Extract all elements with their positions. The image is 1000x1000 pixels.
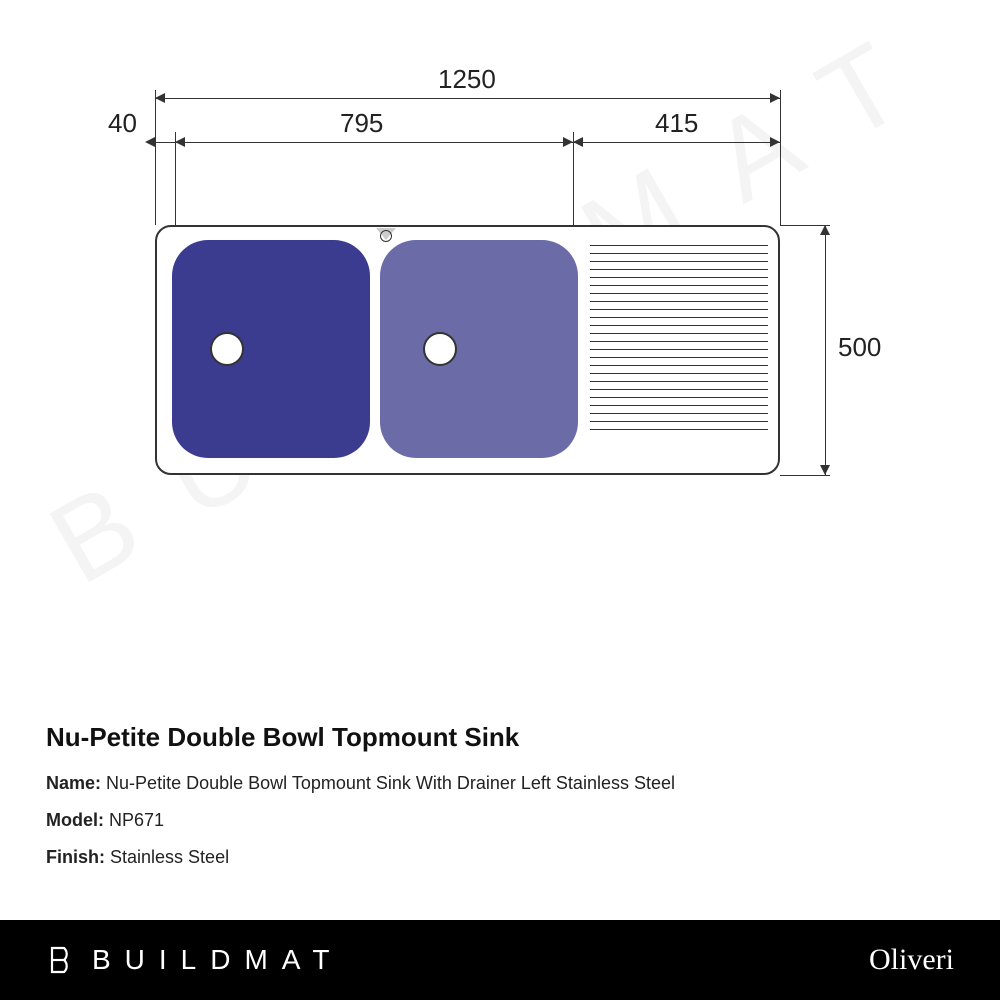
arrow-icon [145, 137, 155, 147]
sink-diagram: 1250 40 795 415 500 [0, 70, 1000, 470]
dim-ext [155, 90, 156, 225]
dim-drainer-width: 415 [655, 108, 698, 139]
dim-line-top-outer [155, 98, 780, 99]
arrow-icon [175, 137, 185, 147]
notch-icon [376, 228, 396, 240]
label: Name: [46, 773, 101, 793]
product-name-row: Name: Nu-Petite Double Bowl Topmount Sin… [46, 773, 946, 794]
dim-line-415 [573, 142, 780, 143]
arrow-icon [770, 93, 780, 103]
arrow-icon [563, 137, 573, 147]
dim-line-40 [155, 142, 175, 143]
dim-total-width: 1250 [438, 64, 496, 95]
arrow-icon [155, 93, 165, 103]
sink-bowl-right [380, 240, 578, 458]
drain-hole-icon [210, 332, 244, 366]
brand-logo: BUILDMAT [46, 944, 344, 976]
product-model-row: Model: NP671 [46, 810, 946, 831]
drainer-board [590, 245, 768, 453]
label: Finish: [46, 847, 105, 867]
product-finish-row: Finish: Stainless Steel [46, 847, 946, 868]
dim-bowls-width: 795 [340, 108, 383, 139]
dim-ext [780, 90, 781, 225]
buildmat-icon [46, 944, 78, 976]
dim-margin-left: 40 [108, 108, 137, 139]
dim-ext [780, 225, 830, 226]
value: Stainless Steel [110, 847, 229, 867]
sink-bowl-left [172, 240, 370, 458]
value: NP671 [109, 810, 164, 830]
arrow-icon [770, 137, 780, 147]
dim-line-795 [175, 142, 573, 143]
label: Model: [46, 810, 104, 830]
brand-text: BUILDMAT [92, 944, 344, 976]
dim-ext [175, 132, 176, 227]
arrow-icon [820, 465, 830, 475]
drain-hole-icon [423, 332, 457, 366]
value: Nu-Petite Double Bowl Topmount Sink With… [106, 773, 675, 793]
oliveri-logo: Oliveri [869, 943, 954, 977]
dim-ext [780, 475, 830, 476]
arrow-icon [820, 225, 830, 235]
dim-line-height [825, 225, 826, 475]
footer-bar: BUILDMAT Oliveri [0, 920, 1000, 1000]
dim-height: 500 [838, 332, 881, 363]
product-title: Nu-Petite Double Bowl Topmount Sink [46, 722, 946, 753]
product-info: Nu-Petite Double Bowl Topmount Sink Name… [46, 722, 946, 884]
arrow-icon [573, 137, 583, 147]
dim-ext [573, 132, 574, 227]
